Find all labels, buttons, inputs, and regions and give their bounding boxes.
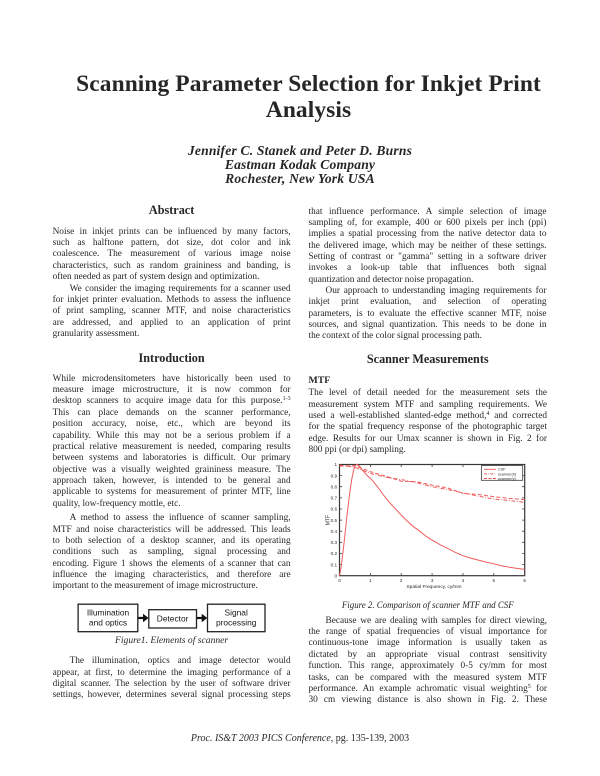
svg-text:0.5: 0.5: [331, 518, 338, 523]
svg-text:0.2: 0.2: [331, 551, 338, 556]
svg-text:0.9: 0.9: [331, 473, 338, 478]
svg-text:scanner(h): scanner(h): [498, 472, 517, 476]
svg-text:0.4: 0.4: [331, 529, 338, 534]
svg-text:1: 1: [334, 462, 337, 467]
svg-text:0.7: 0.7: [331, 496, 338, 501]
svg-text:MTF: MTF: [326, 515, 332, 525]
svg-text:6: 6: [523, 578, 526, 583]
svg-text:and optics: and optics: [89, 617, 127, 627]
svg-text:5: 5: [493, 578, 496, 583]
svg-text:Spatial Frequency, cy/mm: Spatial Frequency, cy/mm: [406, 584, 461, 590]
svg-text:0: 0: [334, 573, 337, 578]
svg-text:0.3: 0.3: [331, 540, 338, 545]
svg-text:0.1: 0.1: [331, 562, 338, 567]
svg-text:Signal: Signal: [225, 608, 248, 618]
svg-text:scanner(v): scanner(v): [498, 477, 517, 481]
svg-text:CSF: CSF: [498, 468, 506, 472]
svg-text:2: 2: [400, 578, 403, 583]
svg-text:Detector: Detector: [157, 614, 189, 624]
svg-text:0.8: 0.8: [331, 484, 338, 489]
svg-text:4: 4: [462, 578, 465, 583]
svg-text:Illumination: Illumination: [87, 608, 130, 618]
svg-text:0: 0: [338, 578, 341, 583]
svg-text:processing: processing: [216, 617, 257, 627]
svg-text:1: 1: [369, 578, 372, 583]
svg-text:0.6: 0.6: [331, 507, 338, 512]
svg-text:3: 3: [431, 578, 434, 583]
